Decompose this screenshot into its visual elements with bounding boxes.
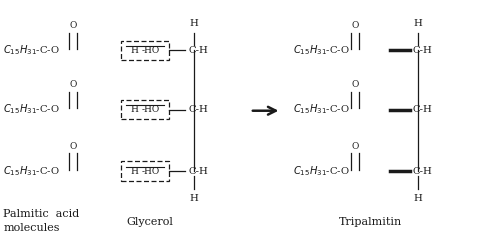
Bar — [121, 100, 169, 119]
Text: $C_{15}H_{31}$-C-O: $C_{15}H_{31}$-C-O — [293, 164, 349, 178]
Text: molecules: molecules — [3, 223, 60, 233]
Text: -HO: -HO — [142, 167, 160, 176]
Text: $C_{15}H_{31}$-C-O: $C_{15}H_{31}$-C-O — [3, 44, 60, 57]
Bar — [121, 41, 169, 60]
Text: C-H: C-H — [188, 46, 208, 55]
Text: C-H: C-H — [413, 46, 432, 55]
Text: $C_{15}H_{31}$-C-O: $C_{15}H_{31}$-C-O — [293, 44, 349, 57]
Text: C-H: C-H — [413, 105, 432, 114]
Text: Palmitic  acid: Palmitic acid — [3, 209, 79, 219]
Text: O: O — [69, 142, 77, 151]
Text: Tripalmitin: Tripalmitin — [338, 217, 402, 227]
Text: O: O — [351, 80, 359, 89]
Text: H: H — [189, 194, 198, 203]
Bar — [121, 161, 169, 181]
Text: O: O — [351, 21, 359, 30]
Text: $C_{15}H_{31}$-C-O: $C_{15}H_{31}$-C-O — [3, 164, 60, 178]
Text: O: O — [69, 21, 77, 30]
Text: C-H: C-H — [413, 167, 432, 176]
Text: H: H — [414, 194, 423, 203]
Text: C-H: C-H — [188, 105, 208, 114]
Text: O: O — [351, 142, 359, 151]
Text: $C_{15}H_{31}$-C-O: $C_{15}H_{31}$-C-O — [3, 103, 60, 116]
Text: H: H — [130, 167, 138, 176]
Text: H: H — [414, 19, 423, 28]
Text: O: O — [69, 80, 77, 89]
Text: C-H: C-H — [188, 167, 208, 176]
Text: H: H — [130, 46, 138, 55]
Text: Glycerol: Glycerol — [126, 217, 173, 227]
Text: -HO: -HO — [142, 105, 160, 114]
Text: H: H — [189, 19, 198, 28]
Text: -HO: -HO — [142, 46, 160, 55]
Text: $C_{15}H_{31}$-C-O: $C_{15}H_{31}$-C-O — [293, 103, 349, 116]
Text: H: H — [130, 105, 138, 114]
